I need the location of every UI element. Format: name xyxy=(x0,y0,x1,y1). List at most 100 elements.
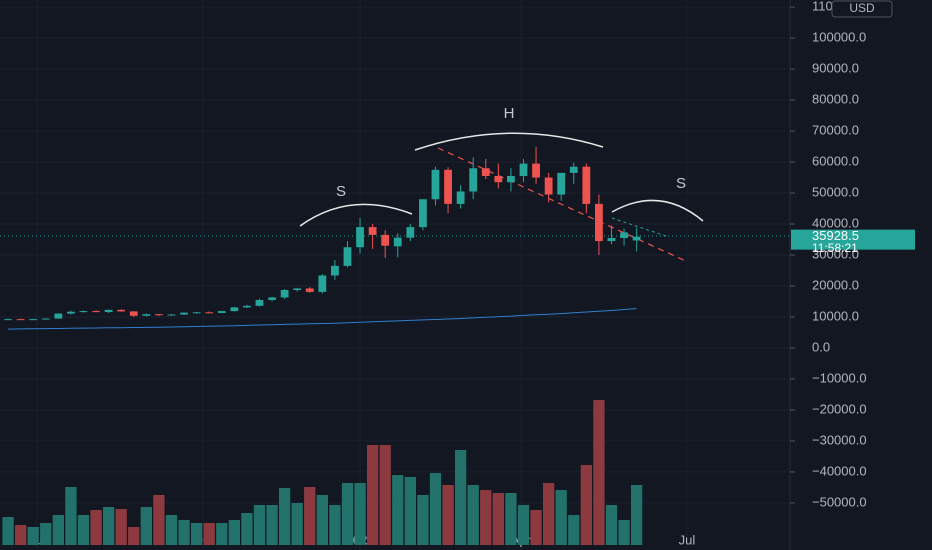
candle-body xyxy=(230,307,239,312)
candle-body xyxy=(393,237,402,247)
y-tick-label: −40000.0 xyxy=(812,463,867,478)
pattern-label: S xyxy=(676,175,686,192)
volume-bar xyxy=(27,527,39,545)
volume-bar xyxy=(530,510,542,545)
volume-bar xyxy=(178,520,190,545)
candle-body xyxy=(557,172,566,195)
candle-body xyxy=(54,313,63,319)
y-tick-label: −10000.0 xyxy=(812,370,867,385)
volume-bar xyxy=(354,483,366,545)
candle-body xyxy=(356,227,364,248)
candle-body xyxy=(104,309,113,313)
y-tick-label: −20000.0 xyxy=(812,401,867,416)
candle-body xyxy=(494,176,503,183)
price-tag xyxy=(791,229,915,250)
candle-body xyxy=(431,169,440,200)
volume-bar xyxy=(304,487,316,545)
y-tick-label: 0.0 xyxy=(812,339,830,354)
currency-button[interactable] xyxy=(831,0,893,18)
volume-bar xyxy=(417,495,429,545)
volume-bar xyxy=(203,523,215,545)
candle-body xyxy=(117,309,126,312)
volume-bar xyxy=(467,485,479,545)
y-tick-label: 80000.0 xyxy=(812,92,859,107)
neckline xyxy=(437,147,689,263)
volume-bar xyxy=(278,488,291,545)
volume-bar xyxy=(329,505,341,545)
volume-bar xyxy=(605,505,618,545)
volume-bar xyxy=(253,505,266,545)
candle-body xyxy=(381,234,390,246)
volume-bar xyxy=(102,507,115,545)
candle-body xyxy=(406,227,415,238)
volume-bar xyxy=(630,485,643,545)
candle-body xyxy=(569,166,578,173)
y-tick-label: 100000.0 xyxy=(812,30,866,45)
candle-body xyxy=(507,176,515,183)
candle-body xyxy=(544,177,553,195)
volume-bar xyxy=(14,525,27,545)
volume-bar xyxy=(429,473,442,545)
candle-body xyxy=(4,319,12,321)
candle-body xyxy=(280,290,289,298)
currency-label[interactable]: USD xyxy=(849,1,875,15)
volume-bar xyxy=(454,450,467,545)
candle-body xyxy=(620,232,628,238)
candle-body xyxy=(331,265,339,276)
volume-bar xyxy=(216,523,228,545)
volume-bar xyxy=(316,495,328,545)
volume-bar xyxy=(580,465,592,545)
candle-body xyxy=(79,311,88,313)
y-tick-label: 40000.0 xyxy=(812,215,859,230)
candle-body xyxy=(268,297,276,300)
candle-body xyxy=(305,288,314,292)
volume-bar xyxy=(140,507,152,545)
candle-body xyxy=(632,236,641,241)
volume-bar xyxy=(392,475,404,545)
volume-bar xyxy=(77,515,90,545)
candle-body xyxy=(142,314,151,316)
volume-bar xyxy=(128,527,140,545)
y-tick-label: 90000.0 xyxy=(812,61,859,76)
volume-bar xyxy=(52,515,64,545)
volume-bar xyxy=(241,513,253,545)
moving-average xyxy=(7,308,637,330)
y-tick-label: 20000.0 xyxy=(812,277,859,292)
volume-bar xyxy=(542,483,555,545)
shoulder-arc xyxy=(611,199,704,222)
volume-bar xyxy=(291,503,303,545)
candle-body xyxy=(167,314,176,316)
price-tag-value: 35928.5 xyxy=(812,228,859,243)
candle-body xyxy=(607,237,616,242)
volume-bar xyxy=(65,487,77,545)
volume-bar xyxy=(366,445,379,545)
volume-bar xyxy=(442,485,454,545)
candle-body xyxy=(343,247,352,266)
candle-body xyxy=(180,312,188,315)
y-tick-label: 30000.0 xyxy=(812,246,859,261)
volume-bar xyxy=(190,523,203,545)
volume-bar xyxy=(266,505,278,545)
shoulder-arc xyxy=(299,203,413,227)
volume-bar xyxy=(341,483,354,545)
volume-bar xyxy=(2,517,14,545)
candle-body xyxy=(41,318,50,320)
candle-body xyxy=(255,299,264,306)
volume-bar xyxy=(568,515,580,545)
candle-body xyxy=(318,275,327,292)
volume-bar xyxy=(618,520,630,545)
candle-body xyxy=(456,191,465,204)
candle-body xyxy=(481,168,490,176)
y-tick-label: −50000.0 xyxy=(812,494,867,509)
candle-body xyxy=(16,319,25,321)
candle-body xyxy=(192,312,201,314)
candle-body xyxy=(519,163,528,176)
candle-body xyxy=(595,203,603,242)
pattern-label: H xyxy=(504,105,515,122)
y-tick-label: 60000.0 xyxy=(812,153,859,168)
volume-bar xyxy=(90,510,102,545)
volume-bar xyxy=(517,505,530,545)
volume-bar xyxy=(115,509,127,545)
volume-bar xyxy=(153,495,165,545)
